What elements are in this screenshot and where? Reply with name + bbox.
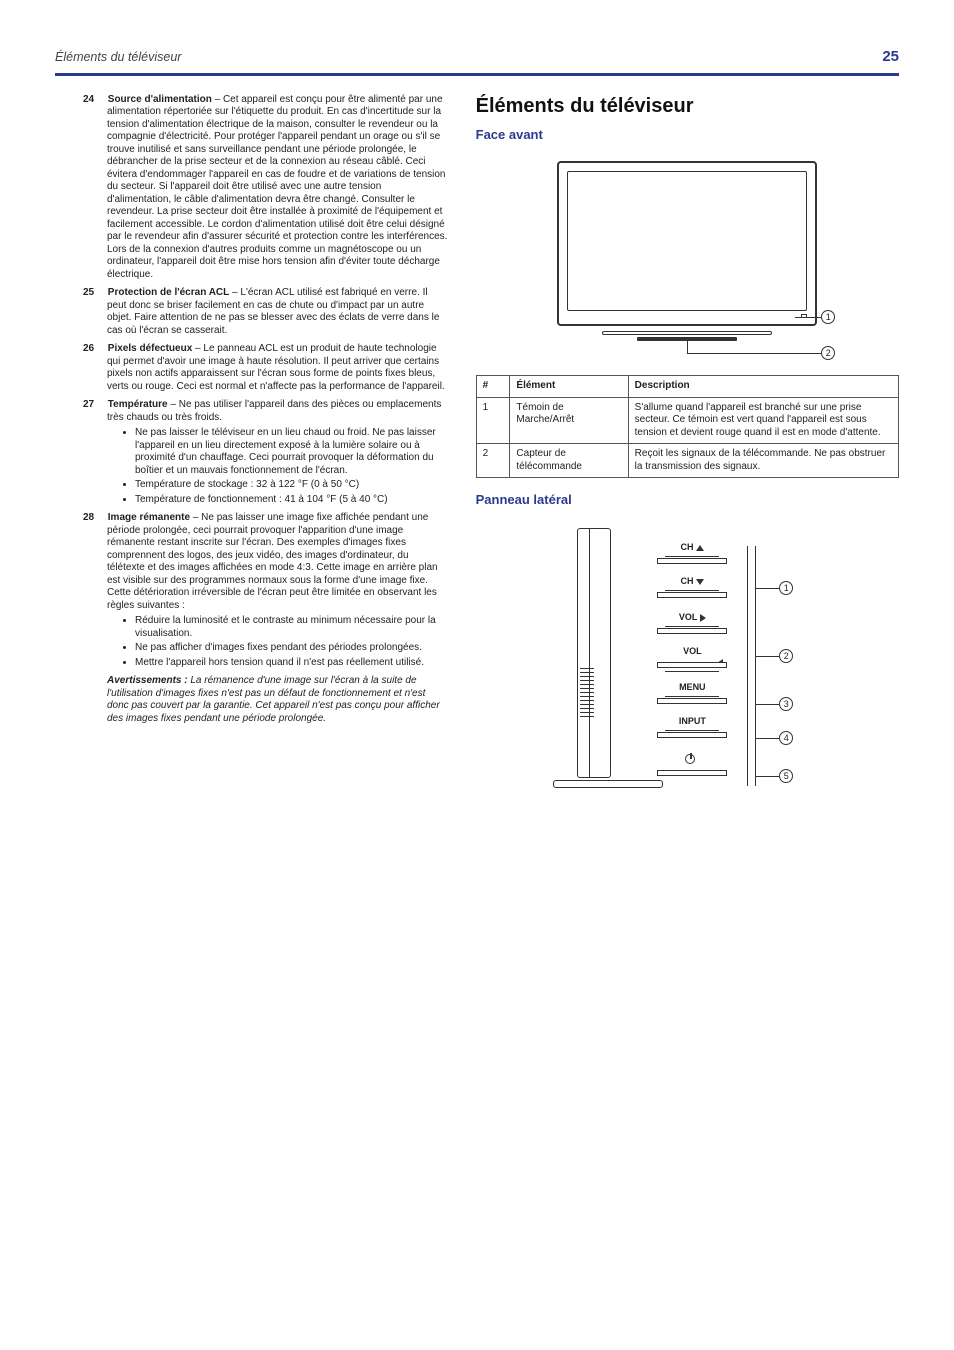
btn-label-ch-up: CH [665, 542, 719, 556]
list-item: 27 Température – Ne pas utiliser l'appar… [107, 399, 448, 506]
callout-2: 2 [821, 346, 835, 360]
tv-side-figure: CH CH VOL VOL MENU INPUT 1 2 3 [537, 518, 837, 808]
th-num: # [476, 376, 510, 398]
triangle-up-icon [696, 545, 704, 551]
item-body: – Cet appareil est conçu pour être alime… [107, 94, 447, 280]
tv-stand [602, 331, 772, 335]
vol-up-button[interactable] [657, 628, 727, 634]
separator-line [747, 546, 748, 786]
sub-item: Température de fonctionnement : 41 à 104… [135, 494, 448, 507]
td-desc: Reçoit les signaux de la télécommande. N… [628, 444, 898, 478]
ch-down-button[interactable] [657, 592, 727, 598]
side-heading: Panneau latéral [476, 492, 899, 508]
callout-line [755, 588, 779, 589]
sub-item: Mettre l'appareil hors tension quand il … [135, 657, 448, 670]
td-element: Témoin de Marche/Arrêt [510, 397, 628, 444]
table-header-row: # Élément Description [476, 376, 898, 398]
triangle-down-icon [696, 579, 704, 585]
running-title: Éléments du téléviseur [55, 50, 181, 66]
table-row: 1 Témoin de Marche/Arrêt S'allume quand … [476, 397, 898, 444]
vol-down-button[interactable] [657, 662, 727, 668]
btn-label-menu: MENU [665, 682, 719, 696]
callout-line [687, 353, 821, 354]
tv-screen [567, 171, 807, 311]
triangle-right-icon [700, 614, 706, 622]
td-element: Capteur de télécommande [510, 444, 628, 478]
th-element: Élément [510, 376, 628, 398]
item-number: 25 [83, 287, 105, 300]
page-number: 25 [882, 48, 899, 67]
item-body: – Ne pas laisser une image fixe affichée… [107, 512, 438, 611]
ch-up-button[interactable] [657, 558, 727, 564]
callout-1: 1 [821, 310, 835, 324]
warning-note: Avertissements : La rémanence d'une imag… [107, 675, 448, 725]
left-column: 24 Source d'alimentation – Cet appareil … [55, 94, 448, 809]
side-callout-2: 2 [779, 649, 793, 663]
td-num: 1 [476, 397, 510, 444]
item-head: Pixels défectueux [108, 343, 192, 354]
callout-line [755, 656, 779, 657]
item-head: Température [108, 399, 168, 410]
sub-item: Ne pas laisser le téléviseur en un lieu … [135, 427, 448, 477]
list-item: 24 Source d'alimentation – Cet appareil … [107, 94, 448, 282]
list-item: 26 Pixels défectueux – Le panneau ACL es… [107, 343, 448, 393]
side-callout-1: 1 [779, 581, 793, 595]
item-number: 27 [83, 399, 105, 412]
section-title: Éléments du téléviseur [476, 94, 899, 119]
callout-line [755, 704, 779, 705]
item-number: 26 [83, 343, 105, 356]
item-head: Image rémanente [108, 512, 190, 523]
item-number: 24 [83, 94, 105, 107]
callout-line [795, 317, 821, 318]
item-number: 28 [83, 512, 105, 525]
list-item: 25 Protection de l'écran ACL – L'écran A… [107, 287, 448, 337]
warning-lead: Avertissements : [107, 675, 188, 686]
th-desc: Description [628, 376, 898, 398]
power-icon [685, 754, 695, 769]
btn-label-ch-down: CH [665, 576, 719, 590]
td-desc: S'allume quand l'appareil est branché su… [628, 397, 898, 444]
td-num: 2 [476, 444, 510, 478]
sub-item: Réduire la luminosité et le contraste au… [135, 615, 448, 640]
tv-side-vent-icon [580, 668, 594, 718]
sub-item: Ne pas afficher d'images fixes pendant d… [135, 642, 448, 655]
side-callout-5: 5 [779, 769, 793, 783]
sub-list: Réduire la luminosité et le contraste au… [135, 615, 448, 669]
tv-front-figure: 1 2 [537, 153, 837, 363]
btn-label-vol-up: VOL [665, 612, 719, 626]
running-header: Éléments du téléviseur 25 [55, 40, 899, 76]
btn-label-input: INPUT [665, 716, 719, 730]
sub-item: Température de stockage : 32 à 122 °F (0… [135, 479, 448, 492]
tv-side-inner [589, 528, 599, 778]
front-heading: Face avant [476, 127, 899, 143]
side-callout-3: 3 [779, 697, 793, 711]
item-head: Protection de l'écran ACL [108, 287, 229, 298]
callout-line [755, 776, 779, 777]
front-table: # Élément Description 1 Témoin de Marche… [476, 375, 899, 478]
separator-line [755, 546, 756, 786]
side-callout-4: 4 [779, 731, 793, 745]
table-row: 2 Capteur de télécommande Reçoit les sig… [476, 444, 898, 478]
callout-line [755, 738, 779, 739]
tv-side-base [553, 780, 663, 788]
sub-list: Ne pas laisser le téléviseur en un lieu … [135, 427, 448, 506]
power-button[interactable] [657, 770, 727, 776]
right-column: Éléments du téléviseur Face avant 1 2 # … [476, 94, 899, 809]
callout-line [687, 339, 688, 353]
item-head: Source d'alimentation [108, 94, 212, 105]
list-item: 28 Image rémanente – Ne pas laisser une … [107, 512, 448, 669]
input-button[interactable] [657, 732, 727, 738]
menu-button[interactable] [657, 698, 727, 704]
